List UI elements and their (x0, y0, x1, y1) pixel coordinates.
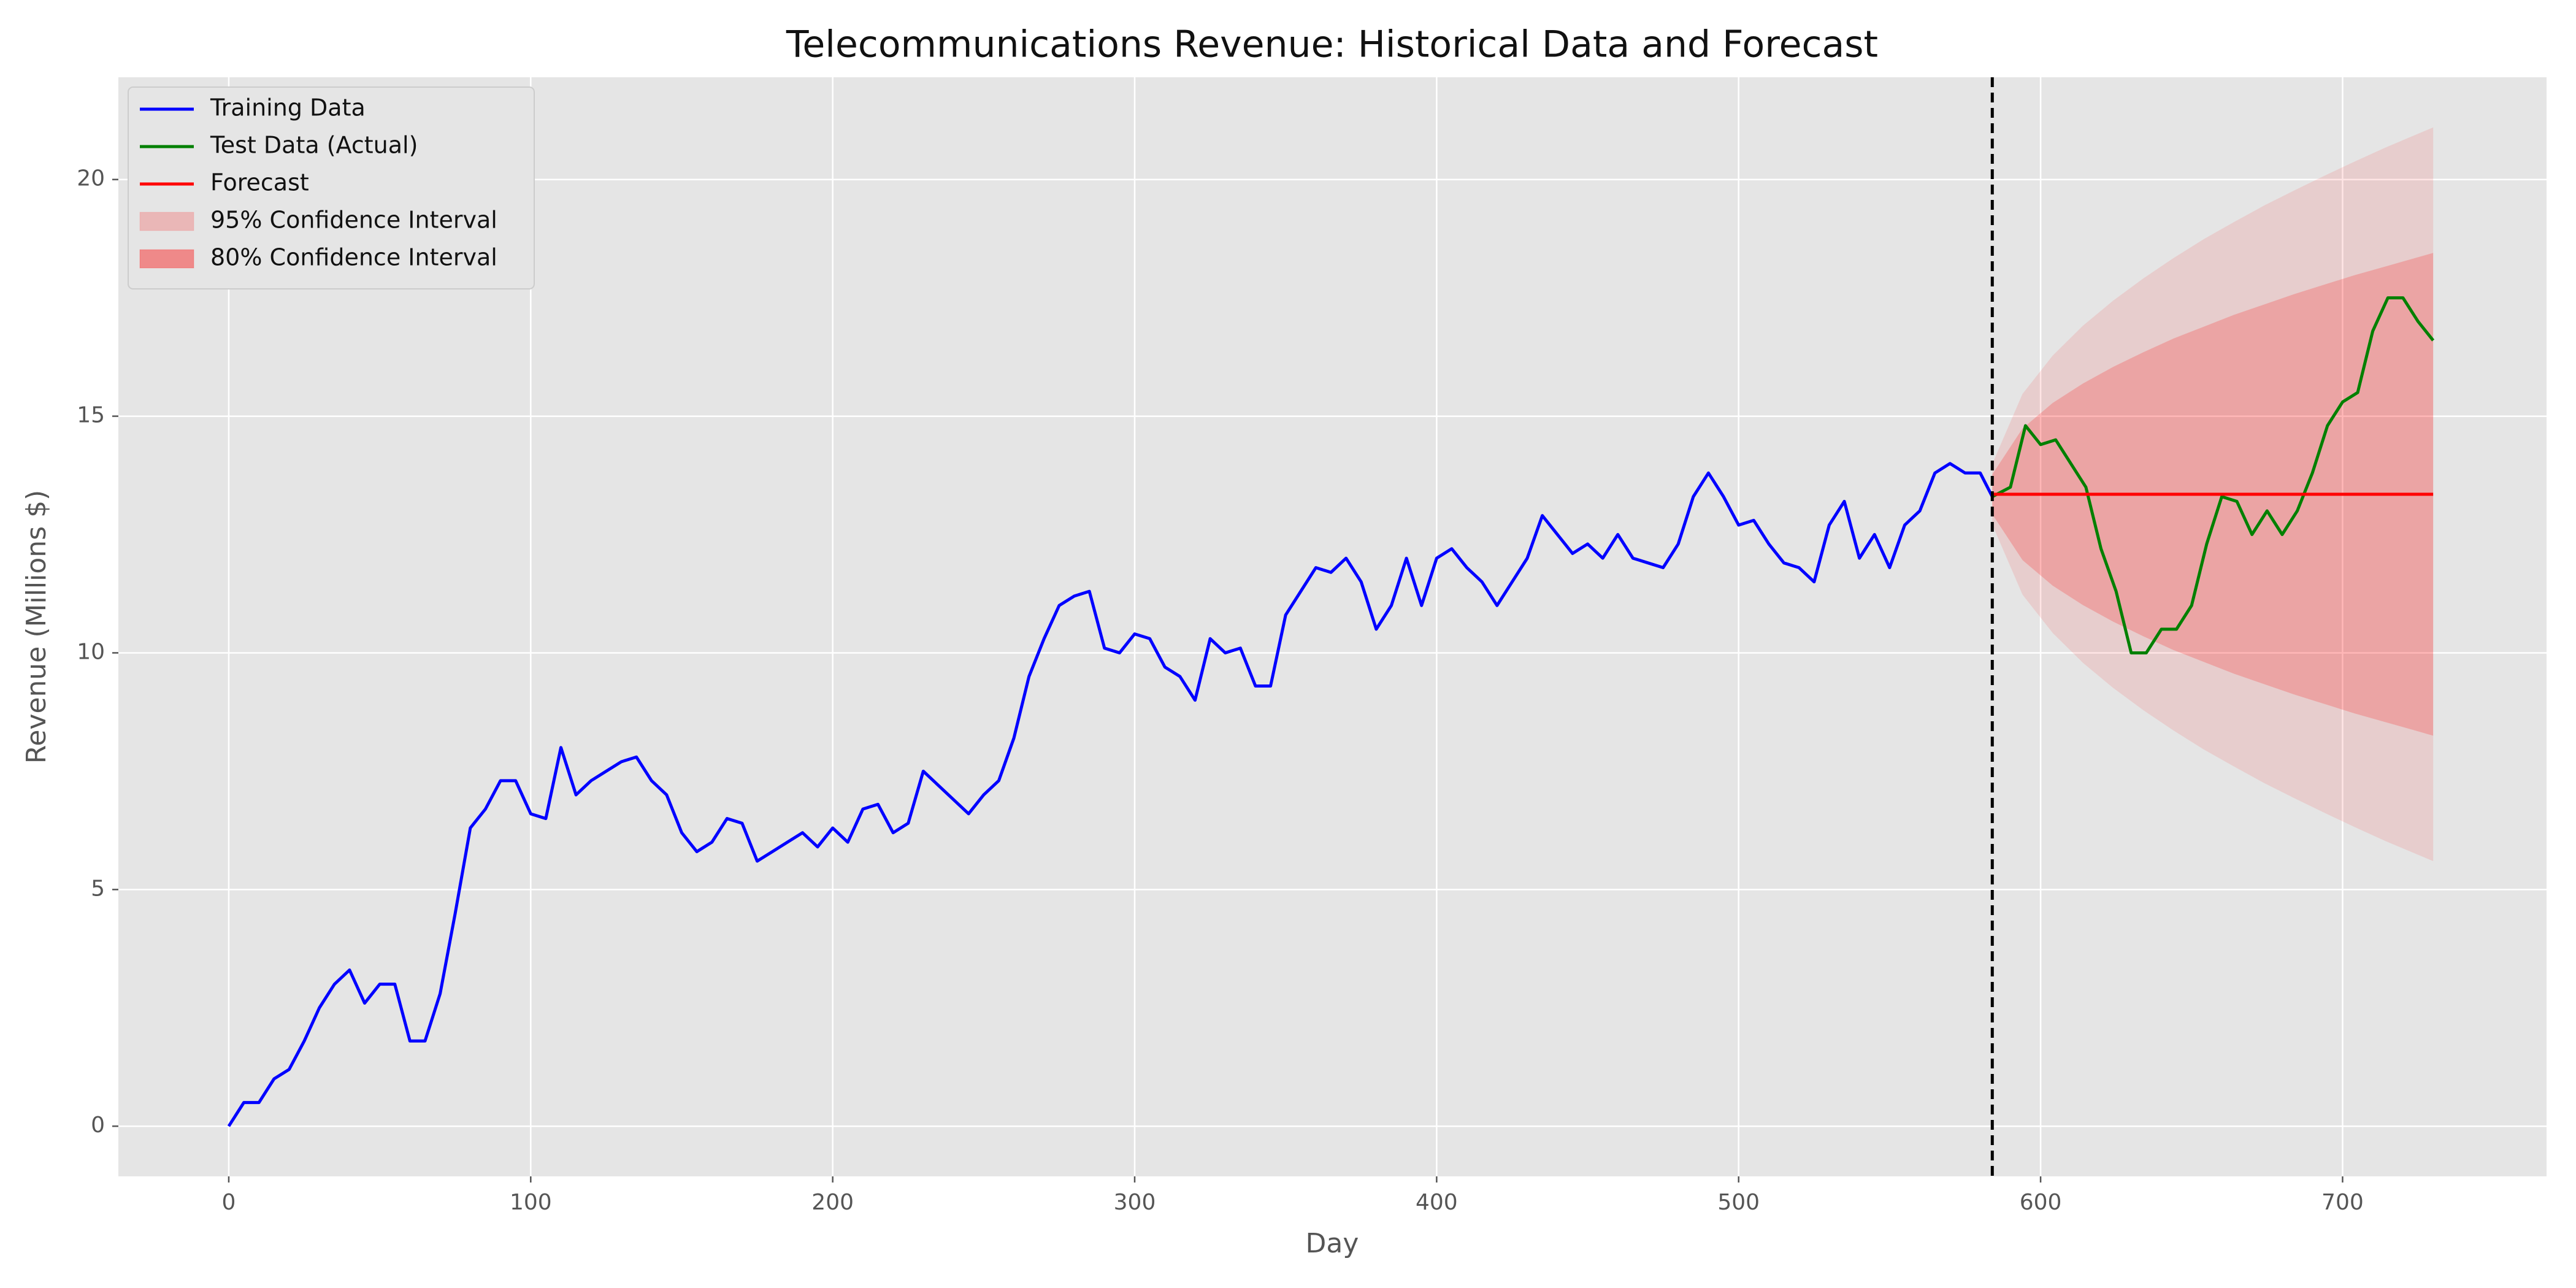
legend-swatch (139, 249, 194, 269)
legend-label: 95% Confidence Interval (210, 207, 497, 234)
x-tick-label: 600 (2020, 1190, 2062, 1215)
x-axis-label: Day (1306, 1228, 1359, 1259)
legend-box (128, 86, 535, 289)
x-tick-label: 200 (811, 1190, 854, 1215)
y-tick-label: 5 (91, 876, 105, 901)
chart-title: Telecommunications Revenue: Historical D… (786, 23, 1878, 66)
x-tick-label: 100 (510, 1190, 552, 1215)
series-line (1991, 296, 2435, 654)
x-tick-label: 0 (222, 1190, 236, 1215)
legend-label: Forecast (210, 169, 309, 196)
y-tick-label: 15 (77, 403, 105, 428)
y-axis-label: Revenue (Millions $) (21, 490, 52, 764)
legend-label: 80% Confidence Interval (210, 244, 497, 271)
legend-swatch (139, 212, 194, 231)
x-tick-label: 500 (1717, 1190, 1760, 1215)
legend-label: Training Data (210, 94, 366, 121)
y-tick-label: 10 (77, 639, 105, 664)
legend-label: Test Data (Actual) (210, 132, 418, 159)
series-line (227, 462, 1994, 1127)
y-tick-label: 20 (77, 166, 105, 191)
y-tick-label: 0 (91, 1113, 105, 1138)
x-tick-label: 700 (2321, 1190, 2364, 1215)
x-tick-label: 400 (1416, 1190, 1458, 1215)
x-tick-label: 300 (1114, 1190, 1156, 1215)
